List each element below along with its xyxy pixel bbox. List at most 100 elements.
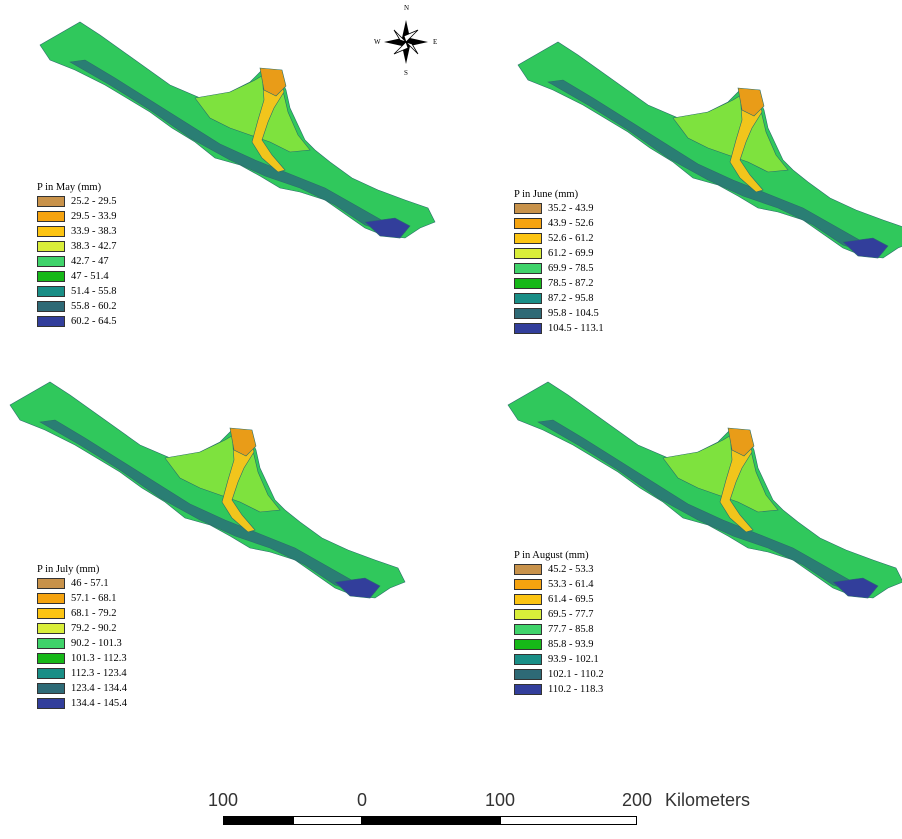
legend-swatch — [37, 241, 65, 252]
basin-outlet — [364, 217, 411, 239]
legend-label: 95.8 - 104.5 — [548, 308, 599, 319]
legend-label: 85.8 - 93.9 — [548, 639, 594, 650]
scale-tick-label: 100 — [207, 790, 239, 810]
basin-orange-peak — [737, 87, 765, 117]
legend-label: 57.1 - 68.1 — [71, 593, 117, 604]
legend-label: 51.4 - 55.8 — [71, 286, 117, 297]
legend-label: 79.2 - 90.2 — [71, 623, 117, 634]
legend-swatch — [37, 316, 65, 327]
legend-item: 61.4 - 69.5 — [514, 592, 604, 607]
legend-item: 61.2 - 69.9 — [514, 246, 604, 261]
legend-item: 38.3 - 42.7 — [37, 239, 117, 254]
legend-item: 134.4 - 145.4 — [37, 696, 127, 711]
legend-item: 104.5 - 113.1 — [514, 321, 604, 336]
legend-title: P in June (mm) — [514, 189, 579, 200]
legend-item: 60.2 - 64.5 — [37, 314, 117, 329]
basin-yellow-streak — [729, 91, 764, 193]
legend-title: P in May (mm) — [37, 182, 102, 193]
legend-item: 123.4 - 134.4 — [37, 681, 127, 696]
legend-swatch — [37, 698, 65, 709]
legend-swatch — [514, 233, 542, 244]
legend-label: 110.2 - 118.3 — [548, 684, 604, 695]
scale-segment — [223, 816, 293, 825]
legend-item: 57.1 - 68.1 — [37, 591, 127, 606]
basin-map — [517, 41, 902, 259]
legend-item: 85.8 - 93.9 — [514, 637, 604, 652]
legend-swatch — [514, 308, 542, 319]
legend-swatch — [514, 684, 542, 695]
legend-swatch — [514, 654, 542, 665]
legend-item: 46 - 57.1 — [37, 576, 127, 591]
legend-swatch — [37, 638, 65, 649]
legend-label: 93.9 - 102.1 — [548, 654, 599, 665]
scale-segment — [500, 816, 637, 825]
legend-item: 93.9 - 102.1 — [514, 652, 604, 667]
legend-swatch — [514, 594, 542, 605]
legend-june: P in June (mm) 35.2 - 43.9 43.9 - 52.6 52.… — [514, 187, 604, 336]
legend-label: 123.4 - 134.4 — [71, 683, 127, 694]
legend-label: 61.2 - 69.9 — [548, 248, 594, 259]
basin-yellow-streak — [719, 431, 754, 533]
legend-label: 35.2 - 43.9 — [548, 203, 594, 214]
legend-item: 69.5 - 77.7 — [514, 607, 604, 622]
basin-yellow-streak — [251, 71, 286, 173]
legend-label: 42.7 - 47 — [71, 256, 109, 267]
legend-august: P in August (mm) 45.2 - 53.3 53.3 - 61.4 6… — [514, 548, 604, 697]
legend-item: 42.7 - 47 — [37, 254, 117, 269]
legend-swatch — [37, 286, 65, 297]
legend-item: 87.2 - 95.8 — [514, 291, 604, 306]
legend-swatch — [37, 683, 65, 694]
basin-orange-peak — [727, 427, 755, 457]
basin-outline — [517, 41, 902, 259]
legend-item: 51.4 - 55.8 — [37, 284, 117, 299]
legend-swatch — [514, 579, 542, 590]
legend-label: 45.2 - 53.3 — [548, 564, 594, 575]
basin-outlet — [842, 237, 889, 259]
legend-label: 61.4 - 69.5 — [548, 594, 594, 605]
legend-label: 69.9 - 78.5 — [548, 263, 594, 274]
legend-swatch — [514, 278, 542, 289]
legend-label: 78.5 - 87.2 — [548, 278, 594, 289]
legend-swatch — [514, 624, 542, 635]
legend-swatch — [514, 293, 542, 304]
legend-label: 134.4 - 145.4 — [71, 698, 127, 709]
basin-map — [39, 21, 436, 239]
legend-title: P in July (mm) — [37, 564, 100, 575]
legend-item: 112.3 - 123.4 — [37, 666, 127, 681]
legend-swatch — [37, 623, 65, 634]
legend-label: 47 - 51.4 — [71, 271, 109, 282]
basin-outlet — [832, 577, 879, 599]
legend-label: 102.1 - 110.2 — [548, 669, 604, 680]
legend-swatch — [37, 301, 65, 312]
legend-label: 33.9 - 38.3 — [71, 226, 117, 237]
legend-swatch — [37, 211, 65, 222]
scale-tick-label: 100 — [484, 790, 516, 810]
legend-label: 69.5 - 77.7 — [548, 609, 594, 620]
legend-item: 79.2 - 90.2 — [37, 621, 127, 636]
legend-swatch — [37, 578, 65, 589]
basin-orange-peak — [259, 67, 287, 97]
legend-item: 78.5 - 87.2 — [514, 276, 604, 291]
legend-item: 47 - 51.4 — [37, 269, 117, 284]
legend-label: 87.2 - 95.8 — [548, 293, 594, 304]
basin-map — [507, 381, 902, 599]
scale-segment — [362, 816, 500, 825]
legend-label: 53.3 - 61.4 — [548, 579, 594, 590]
legend-label: 90.2 - 101.3 — [71, 638, 122, 649]
legend-swatch — [37, 226, 65, 237]
legend-swatch — [514, 639, 542, 650]
legend-swatch — [37, 668, 65, 679]
compass-rose-icon: N S E W — [370, 4, 442, 78]
legend-swatch — [37, 608, 65, 619]
legend-swatch — [514, 323, 542, 334]
legend-item: 110.2 - 118.3 — [514, 682, 604, 697]
legend-label: 52.6 - 61.2 — [548, 233, 594, 244]
legend-label: 101.3 - 112.3 — [71, 653, 127, 664]
legend-label: 46 - 57.1 — [71, 578, 109, 589]
legend-item: 101.3 - 112.3 — [37, 651, 127, 666]
legend-label: 104.5 - 113.1 — [548, 323, 604, 334]
legend-swatch — [514, 669, 542, 680]
basin-map — [9, 381, 406, 599]
legend-swatch — [37, 256, 65, 267]
scale-tick-label: 0 — [356, 790, 368, 810]
